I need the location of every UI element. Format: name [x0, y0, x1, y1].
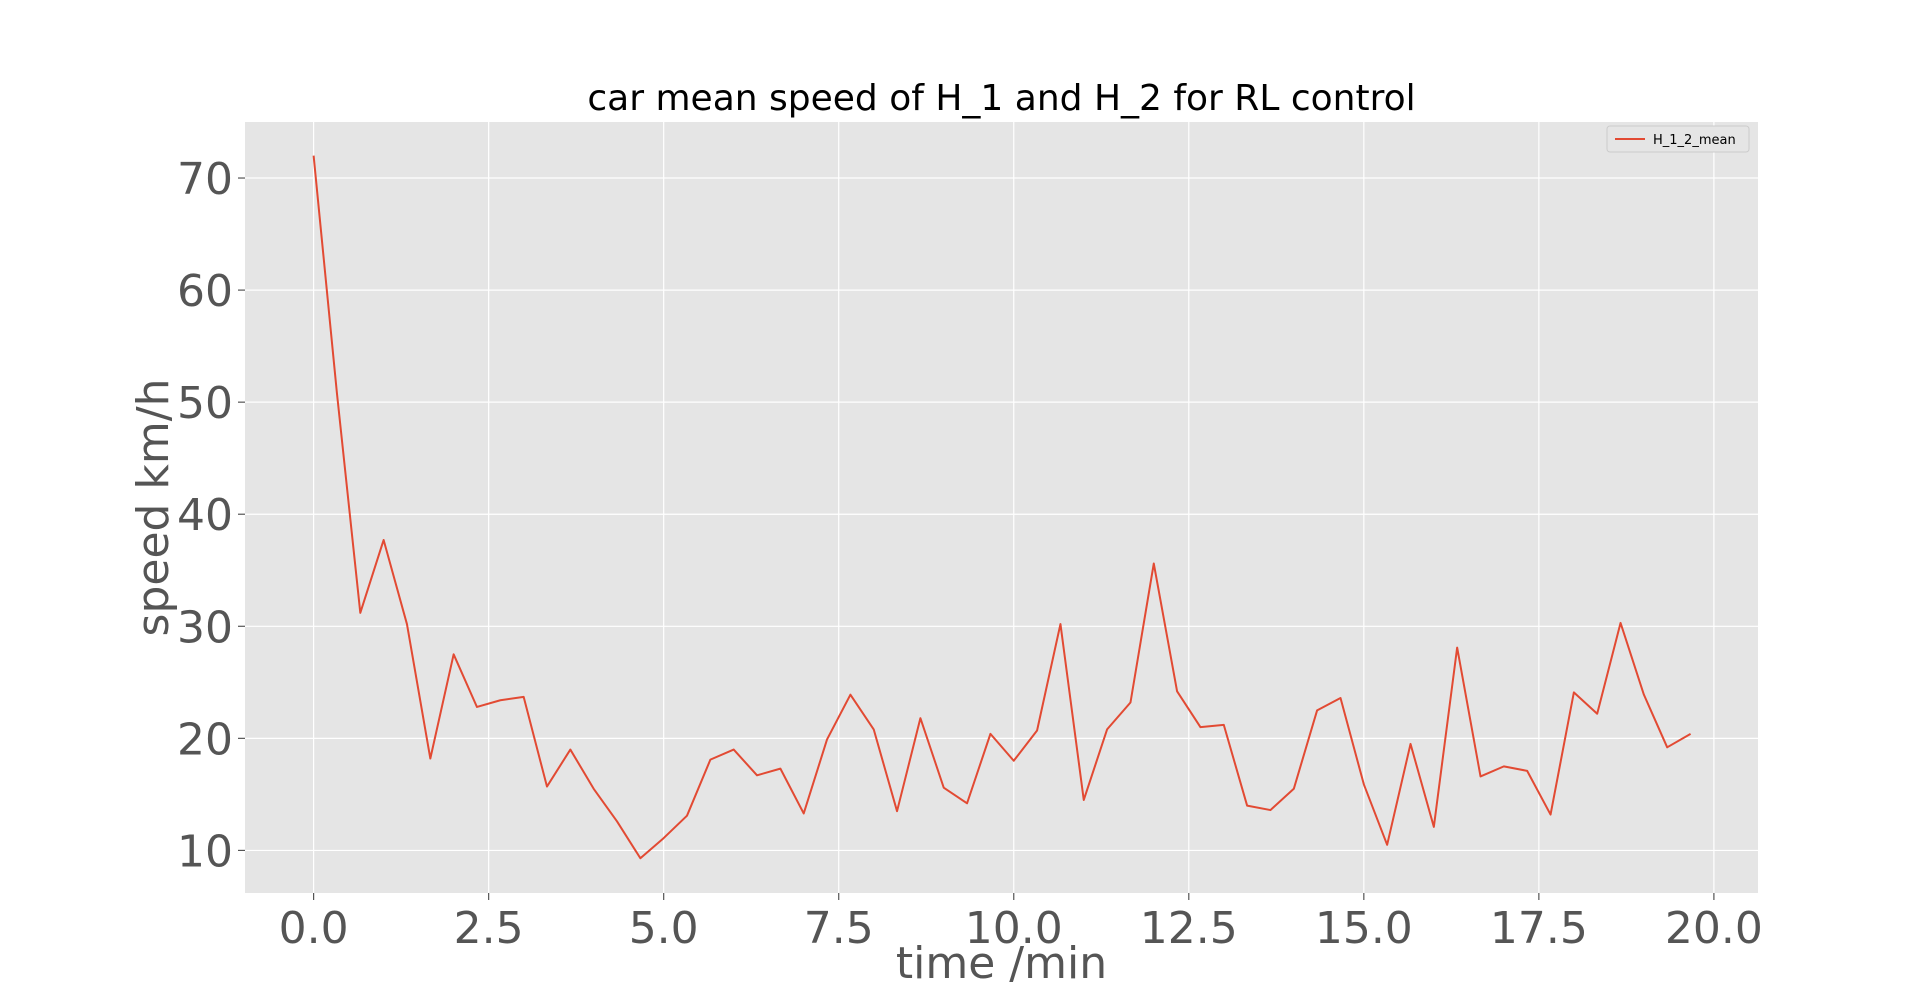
grid — [245, 122, 1758, 893]
axis-ticks: 0.0 2.5 5.0 7.5 10.0 12.5 15.0 17.5 20.0 10 20 30 40… — [177, 154, 1763, 954]
y-tick-label: 10 — [177, 826, 233, 877]
series-line — [312, 155, 1692, 860]
x-tick-label: 20.0 — [1665, 903, 1763, 954]
x-tick-label: 17.5 — [1490, 903, 1588, 954]
y-tick-label: 70 — [177, 154, 233, 205]
x-tick-label: 12.5 — [1140, 903, 1238, 954]
x-axis-label: time /min — [896, 938, 1107, 989]
x-tick-label: 5.0 — [629, 903, 699, 954]
x-tick-label: 7.5 — [804, 903, 874, 954]
y-tick-label: 60 — [177, 266, 233, 317]
series-layer — [312, 155, 1692, 860]
legend-entry-label: H_1_2_mean — [1653, 133, 1736, 148]
x-tick-label: 10.0 — [965, 903, 1063, 954]
y-tick-label: 40 — [177, 490, 233, 541]
plot-area — [245, 122, 1758, 893]
y-tick-label: 30 — [177, 602, 233, 653]
x-tick-label: 15.0 — [1315, 903, 1413, 954]
x-tick-label: 2.5 — [454, 903, 524, 954]
chart-title: car mean speed of H_1 and H_2 for RL con… — [587, 78, 1415, 119]
legend-box — [1606, 125, 1750, 153]
y-tick-label: 50 — [177, 378, 233, 429]
legend: H_1_2_mean — [1606, 125, 1750, 153]
y-tick-label: 20 — [177, 714, 233, 765]
x-tick-label: 0.0 — [279, 903, 349, 954]
y-axis-label: speed km/h — [128, 379, 179, 637]
